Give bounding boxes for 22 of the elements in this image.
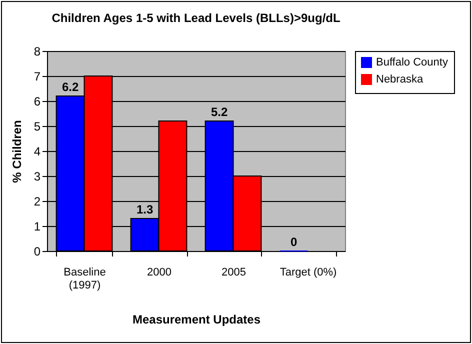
y-tick-label: 5 <box>34 120 41 134</box>
y-tick-label: 8 <box>34 44 41 58</box>
data-label: 6.2 <box>62 80 79 94</box>
legend-label: Buffalo County <box>376 56 448 68</box>
y-axis-title: % Children <box>10 120 24 183</box>
y-tick-label: 1 <box>34 220 41 234</box>
y-tick-label: 0 <box>34 244 41 258</box>
chart-title: Children Ages 1-5 with Lead Levels (BLLs)>9ug/dL <box>52 11 340 25</box>
x-tick-label: 2000 <box>147 266 172 278</box>
data-label: 1.3 <box>136 202 154 216</box>
data-label: 5.2 <box>210 105 228 119</box>
y-tick-label: 7 <box>34 70 41 84</box>
y-tick-label: 3 <box>34 170 41 184</box>
y-tick-label: 2 <box>34 194 41 208</box>
legend-label: Nebraska <box>376 74 424 86</box>
data-label: 0 <box>290 235 298 249</box>
x-tick-label: Target (0%) <box>280 266 337 278</box>
x-axis-title: Measurement Updates <box>132 312 261 326</box>
y-tick-label: 6 <box>34 94 41 108</box>
x-tick-label: Baseline (1997) <box>64 266 106 292</box>
x-tick-label: 2005 <box>222 266 246 278</box>
y-tick-label: 4 <box>34 144 41 158</box>
